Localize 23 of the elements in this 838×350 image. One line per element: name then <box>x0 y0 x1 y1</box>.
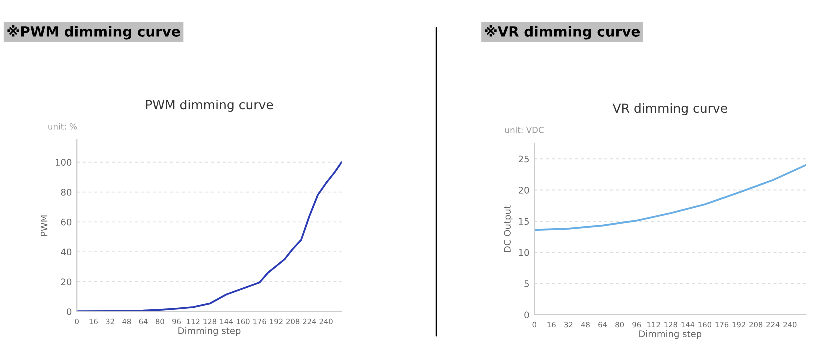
x-axis-title: Dimming step <box>178 327 241 336</box>
y-tick-label: 15 <box>519 218 529 226</box>
text: ※PWM dimming curve <box>8 25 180 40</box>
y-tick-label: 100 <box>56 159 72 166</box>
text: ※VR dimming curve <box>485 25 640 40</box>
y-tick-label: 0 <box>67 308 72 316</box>
chart-title: VR dimming curve <box>612 103 728 116</box>
y-axis-title: DC Output <box>504 206 513 252</box>
text: unit: % <box>48 123 78 130</box>
y-tick-label: 20 <box>61 278 72 286</box>
y-tick-label: 25 <box>518 156 529 163</box>
y-tick-label: 80 <box>61 189 72 196</box>
y-tick-label: 10 <box>519 249 530 256</box>
text: unit: VDC <box>505 126 544 134</box>
line-series <box>534 164 806 232</box>
y-axis-title: PWM <box>40 216 48 236</box>
x-axis-title: Dimming step <box>640 330 702 340</box>
y-tick-label: 40 <box>61 248 72 256</box>
y-tick-label: 60 <box>61 218 72 226</box>
y-tick-label: 20 <box>518 187 530 194</box>
y-tick-label: 5 <box>524 280 529 288</box>
chart-title: PWM dimming curve <box>146 100 274 112</box>
y-tick-label: 0 <box>524 312 530 319</box>
